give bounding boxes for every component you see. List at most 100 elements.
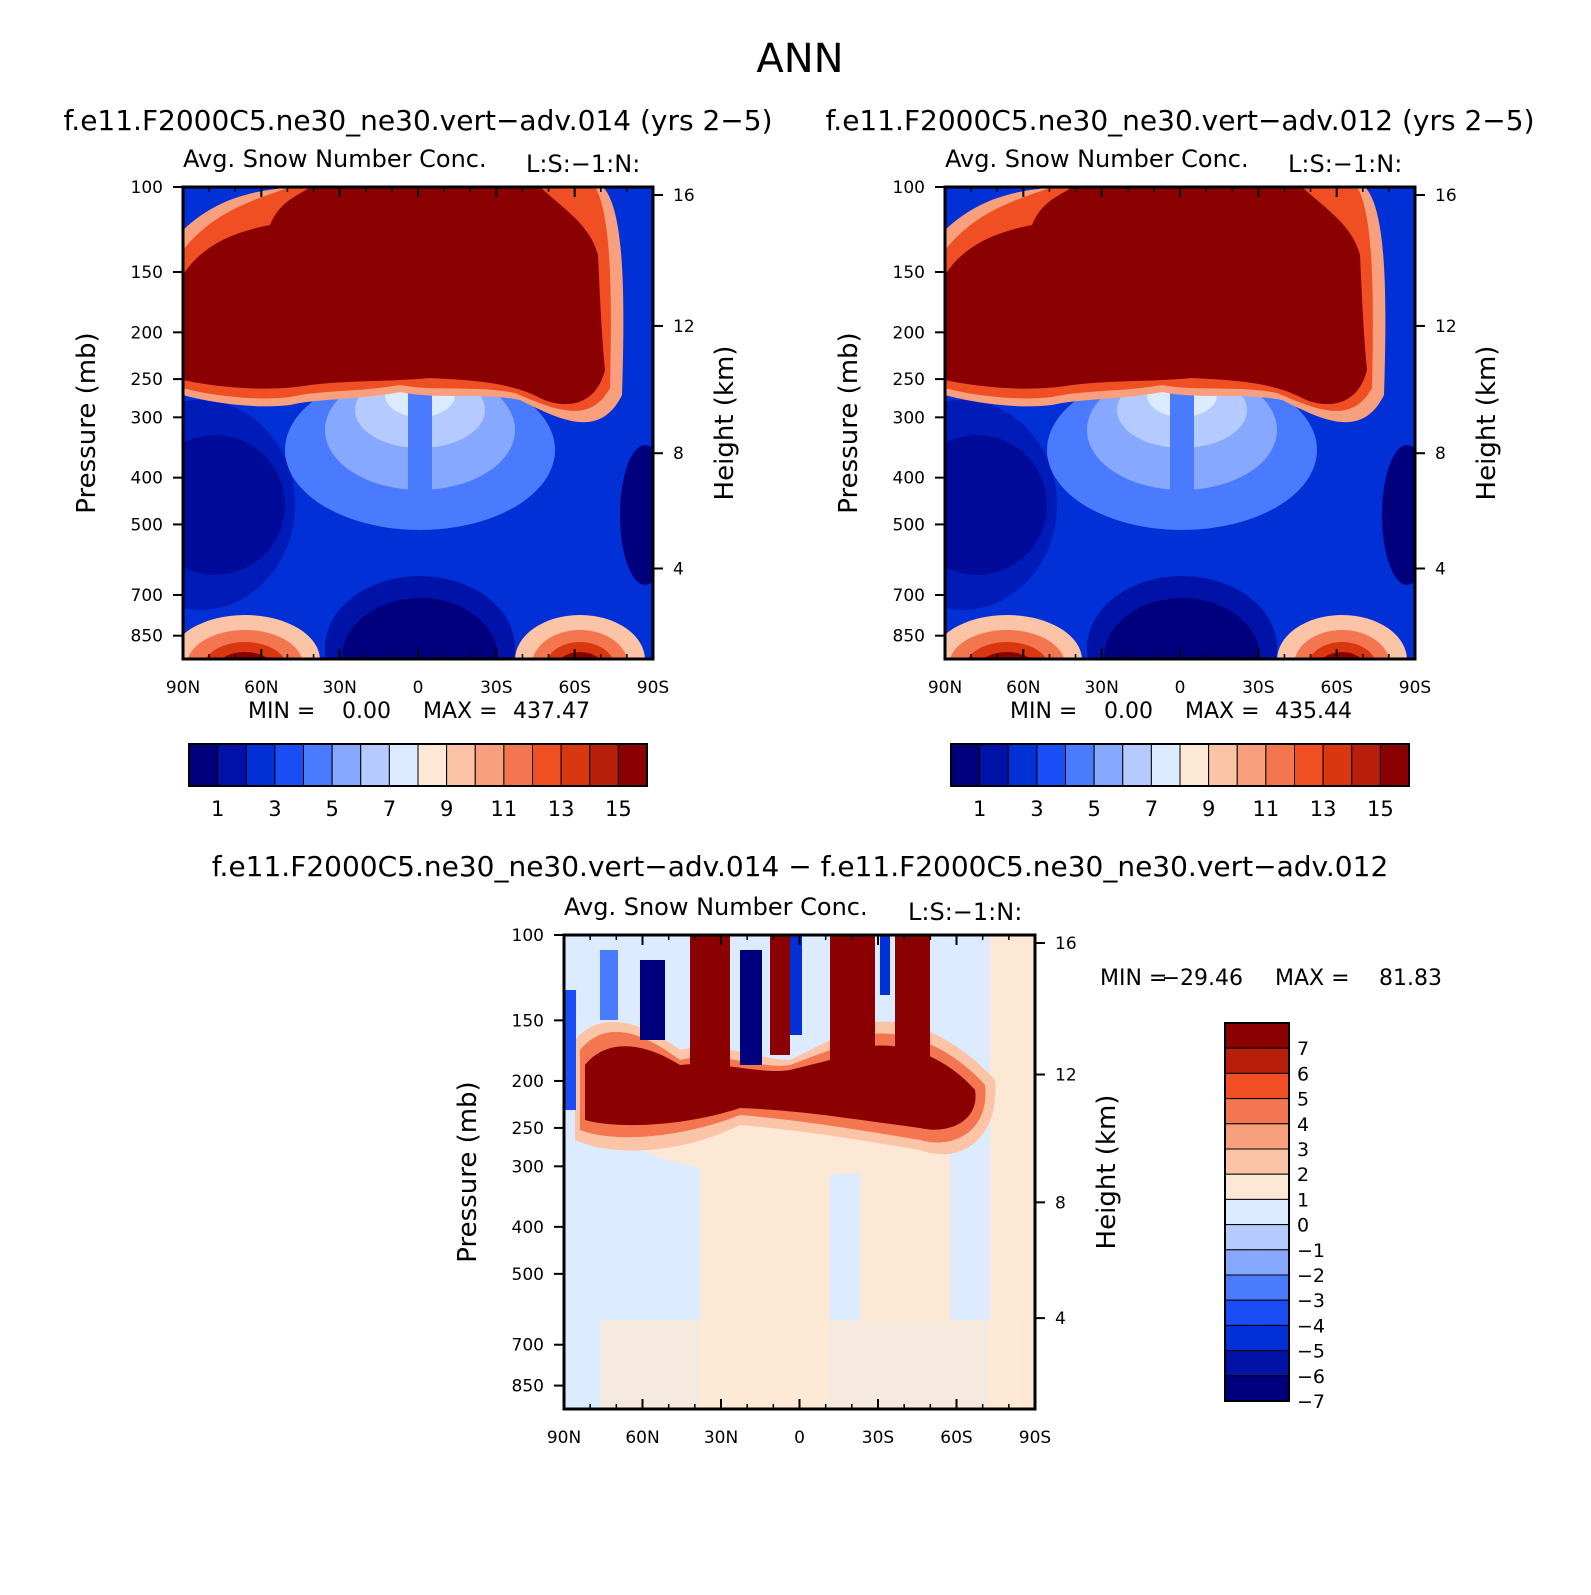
y2-axis-label: Height (km): [1472, 346, 1502, 501]
colorbar-label: 3: [1297, 1139, 1309, 1161]
colorbar-box: [1224, 1148, 1290, 1175]
colorbar-label: −2: [1297, 1265, 1325, 1287]
colorbar-box: [1224, 1098, 1290, 1125]
colorbar-label: −6: [1297, 1366, 1325, 1388]
colorbar-box: [1036, 743, 1066, 787]
y-tick-label: 300: [893, 408, 925, 428]
x-tick-label: 60S: [940, 1428, 972, 1448]
colorbar-label: 7: [1297, 1038, 1309, 1060]
colorbar-label: 9: [1202, 797, 1215, 821]
colorbar-box: [360, 743, 390, 787]
colorbar-box: [1224, 1324, 1290, 1352]
colorbar-box: [388, 743, 419, 787]
y-axis-label: Pressure (mb): [72, 332, 102, 513]
colorbar-box: [1379, 743, 1410, 787]
y-tick-label: 300: [131, 408, 163, 428]
y2-axis-label: Height (km): [710, 346, 740, 501]
colorbar-label: 4: [1297, 1114, 1309, 1136]
max-label: MAX =: [1275, 966, 1350, 991]
colorbar-label: 1: [973, 797, 986, 821]
y-tick-label: 100: [893, 178, 925, 198]
x-tick-label: 0: [794, 1428, 805, 1448]
colorbar-box: [1224, 1123, 1290, 1150]
max-label: MAX =: [1185, 699, 1260, 724]
colorbar-label: −4: [1297, 1315, 1325, 1337]
x-tick-label: 30N: [704, 1428, 738, 1448]
y2-axis-label: Height (km): [1092, 1095, 1122, 1250]
colorbar-label: 11: [491, 797, 518, 821]
colorbar-box: [1224, 1274, 1290, 1301]
y-tick-label: 500: [512, 1265, 544, 1285]
colorbar-box: [1224, 1249, 1290, 1276]
colorbar-box: [331, 743, 362, 787]
y2-tick-label: 12: [673, 317, 695, 337]
colorbar-box: [1351, 743, 1381, 787]
x-tick-label: 90S: [637, 678, 669, 698]
colorbar-box: [1093, 743, 1124, 787]
x-tick-label: 90N: [547, 1428, 581, 1448]
max-value: 437.47: [513, 699, 590, 724]
colorbar-label: −1: [1297, 1240, 1325, 1262]
y-tick-label: 150: [512, 1011, 544, 1031]
colorbar-label: 1: [211, 797, 224, 821]
colorbar-box: [1224, 1224, 1290, 1251]
colorbar-label: 1: [1297, 1189, 1309, 1211]
y-tick-label: 200: [512, 1072, 544, 1092]
colorbar-label: 3: [1030, 797, 1043, 821]
max-value: 81.83: [1379, 966, 1442, 991]
x-tick-label: 30N: [322, 678, 356, 698]
colorbar-box: [1224, 1198, 1290, 1226]
x-tick-label: 90N: [166, 678, 200, 698]
y-tick-label: 850: [131, 627, 163, 647]
chart-title: Avg. Snow Number Conc.: [564, 893, 868, 921]
y-tick-label: 250: [893, 370, 925, 390]
colorbar-frame: [1224, 1022, 1290, 1402]
y-tick-label: 850: [893, 627, 925, 647]
colorbar-box: [589, 743, 619, 787]
colorbar-label: −3: [1297, 1290, 1325, 1312]
colorbar-box: [560, 743, 591, 787]
y-tick-label: 300: [512, 1157, 544, 1177]
y-tick-label: 500: [893, 515, 925, 535]
x-tick-label: 60N: [625, 1428, 659, 1448]
x-tick-label: 60S: [558, 678, 590, 698]
colorbar-box: [617, 743, 648, 787]
colorbar-box: [274, 743, 304, 787]
units-note: L:S:−1:N:: [526, 150, 640, 178]
min-label: MIN =: [1100, 966, 1167, 991]
colorbar-box: [188, 743, 219, 787]
panel3-field: [564, 935, 1035, 1409]
y-tick-label: 400: [512, 1218, 544, 1238]
x-tick-label: 60S: [1320, 678, 1352, 698]
y-tick-label: 250: [512, 1119, 544, 1139]
colorbar-box: [303, 743, 333, 787]
y-tick-label: 500: [131, 515, 163, 535]
colorbar-box: [1150, 743, 1181, 787]
y-tick-label: 700: [893, 586, 925, 606]
y-tick-label: 200: [893, 323, 925, 343]
x-tick-label: 60N: [244, 678, 278, 698]
y-tick-label: 100: [131, 178, 163, 198]
x-tick-label: 0: [1175, 678, 1186, 698]
colorbar-box: [417, 743, 448, 787]
y2-tick-label: 4: [1055, 1309, 1066, 1329]
colorbar-label: 11: [1253, 797, 1280, 821]
colorbar-box: [1224, 1173, 1290, 1200]
y-tick-label: 150: [893, 263, 925, 283]
units-note: L:S:−1:N:: [1288, 150, 1402, 178]
x-tick-label: 30S: [480, 678, 512, 698]
x-tick-label: 30S: [862, 1428, 894, 1448]
y-tick-label: 850: [512, 1377, 544, 1397]
colorbar-box: [1122, 743, 1152, 787]
colorbar-box: [217, 743, 247, 787]
colorbar-box: [1224, 1350, 1290, 1377]
colorbar-label: 3: [268, 797, 281, 821]
colorbar-label: 6: [1297, 1063, 1309, 1085]
x-tick-label: 90S: [1019, 1428, 1051, 1448]
x-tick-label: 90S: [1399, 678, 1431, 698]
y2-tick-label: 12: [1435, 317, 1457, 337]
y2-tick-label: 16: [1435, 186, 1457, 206]
colorbar-box: [245, 743, 276, 787]
panel1-field: [183, 187, 653, 659]
x-tick-label: 60N: [1006, 678, 1040, 698]
